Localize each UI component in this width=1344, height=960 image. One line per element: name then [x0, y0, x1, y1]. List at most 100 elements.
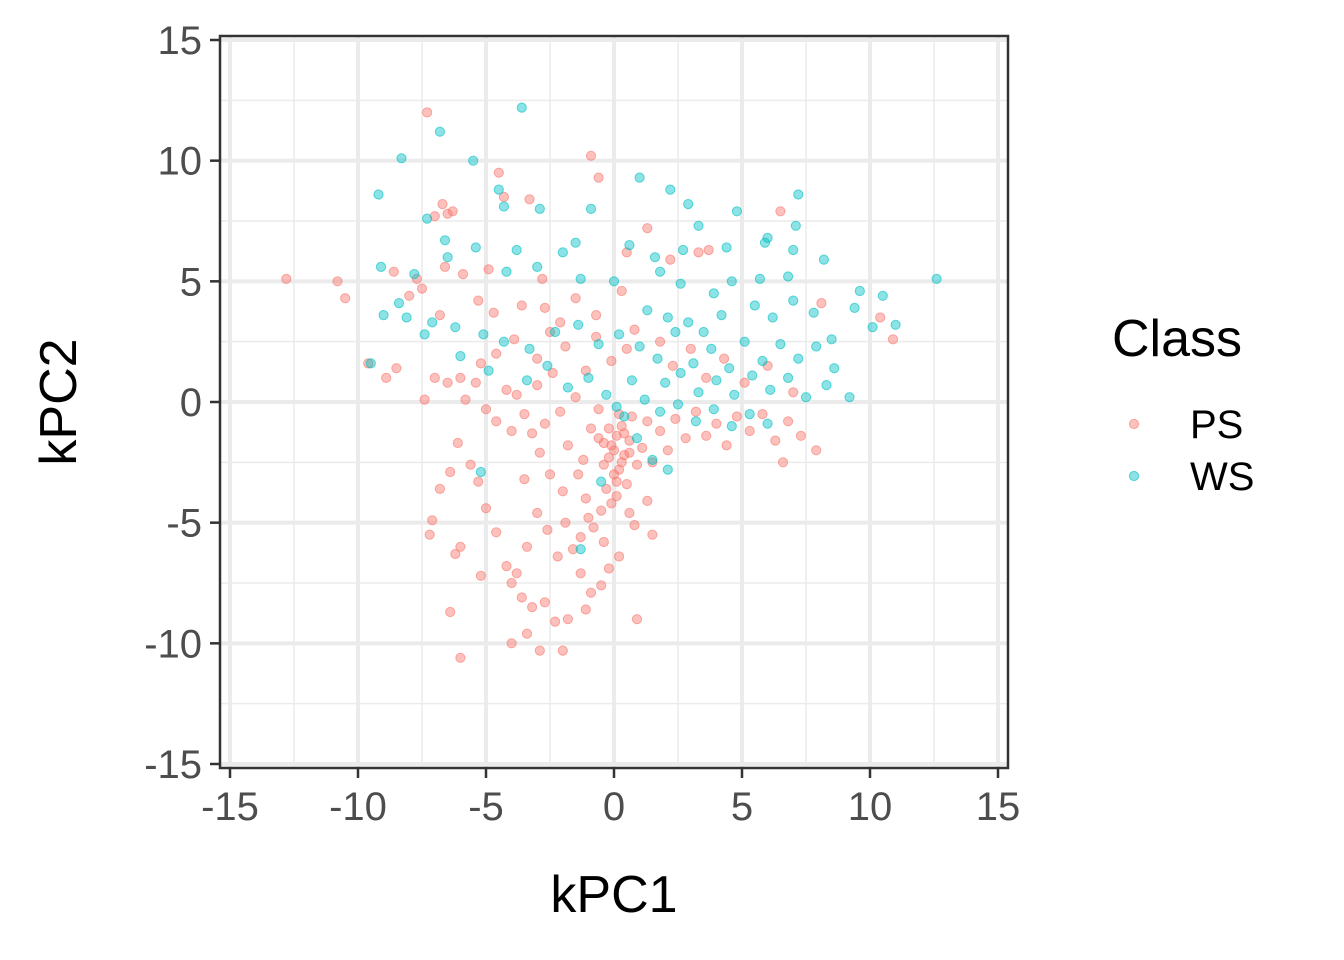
point-ps — [475, 570, 486, 581]
point-ws — [562, 382, 574, 393]
point-ws — [501, 266, 512, 277]
point-ps — [391, 363, 402, 374]
point-ws — [670, 326, 681, 338]
point-ws — [762, 418, 773, 429]
point-ws — [672, 399, 684, 410]
point-ps — [601, 483, 612, 494]
point-ps — [655, 336, 666, 347]
point-ws — [783, 372, 794, 383]
point-ps — [532, 353, 543, 364]
point-ps — [539, 418, 551, 429]
y-tick-label: 0 — [180, 381, 202, 425]
point-ws — [419, 329, 430, 340]
point-ws — [721, 242, 732, 253]
point-ps — [603, 423, 615, 434]
point-ws — [931, 273, 942, 284]
point-ps — [606, 498, 617, 509]
point-ps — [887, 334, 899, 345]
point-ws — [731, 206, 743, 217]
y-tick-label: 10 — [158, 140, 203, 184]
point-ws — [634, 172, 645, 183]
x-tick-label: -5 — [468, 785, 504, 829]
point-ws — [877, 290, 888, 301]
point-ps — [690, 406, 702, 417]
point-ps — [521, 541, 533, 552]
point-ws — [708, 404, 719, 415]
point-ws — [826, 334, 837, 345]
point-ps — [506, 638, 517, 649]
point-ws — [557, 247, 568, 258]
point-ps — [434, 483, 445, 494]
point-ws — [493, 184, 504, 195]
point-ps — [537, 273, 548, 284]
point-ws — [585, 203, 597, 214]
point-ps — [608, 445, 620, 456]
point-ps — [493, 167, 504, 178]
point-ps — [455, 541, 466, 552]
point-ps — [488, 307, 499, 318]
point-ws — [690, 416, 702, 427]
point-ws — [631, 433, 643, 444]
point-ps — [501, 384, 512, 395]
point-ps — [567, 544, 579, 555]
point-ps — [521, 628, 533, 639]
y-tick-label: 5 — [180, 260, 202, 304]
point-ws — [665, 184, 676, 195]
point-ps — [583, 512, 594, 523]
point-ws — [626, 375, 638, 386]
point-ws — [647, 454, 658, 465]
point-ps — [629, 324, 640, 335]
point-ps — [585, 423, 597, 434]
point-ws — [478, 329, 489, 340]
point-ws — [422, 213, 433, 224]
point-ws — [611, 401, 622, 412]
point-ws — [749, 300, 760, 311]
point-ws — [652, 353, 663, 364]
point-ws — [524, 343, 535, 354]
point-ps — [598, 536, 609, 548]
point-ps — [557, 486, 568, 497]
point-ws — [767, 312, 778, 323]
point-ws — [683, 199, 694, 210]
point-ps — [381, 372, 392, 383]
point-ws — [854, 285, 865, 297]
point-ps — [519, 409, 530, 420]
point-ws — [534, 203, 545, 214]
point-ws — [793, 189, 804, 200]
point-ps — [506, 577, 517, 589]
point-ps — [516, 300, 527, 311]
point-ws — [475, 466, 486, 478]
point-ps — [460, 394, 471, 405]
point-ps — [483, 264, 494, 275]
point-ps — [445, 606, 456, 618]
point-ps — [614, 551, 625, 562]
point-ps — [585, 150, 597, 161]
point-ws — [373, 189, 384, 200]
point-ws — [639, 394, 650, 405]
point-ws — [788, 295, 799, 306]
point-ws — [593, 339, 604, 350]
point-ps — [611, 491, 622, 502]
point-ps — [509, 334, 520, 345]
point-ps — [562, 614, 574, 625]
x-tick-label: -15 — [201, 785, 259, 829]
point-ws — [532, 261, 543, 272]
legend: Class PS WS — [1112, 310, 1254, 499]
point-ps — [560, 341, 571, 352]
point-ps — [631, 459, 643, 470]
point-ps — [647, 529, 658, 540]
point-ps — [744, 425, 755, 437]
point-ws — [455, 351, 466, 362]
point-ps — [452, 437, 463, 449]
point-ws — [724, 363, 735, 374]
point-ps — [555, 406, 566, 417]
point-ws — [470, 242, 481, 253]
point-ps — [603, 452, 615, 463]
legend-label-ps: PS — [1190, 403, 1243, 447]
point-ps — [411, 273, 422, 284]
point-ps — [629, 520, 640, 531]
point-ws — [890, 319, 901, 330]
point-ps — [480, 503, 492, 514]
point-ws — [442, 252, 453, 263]
